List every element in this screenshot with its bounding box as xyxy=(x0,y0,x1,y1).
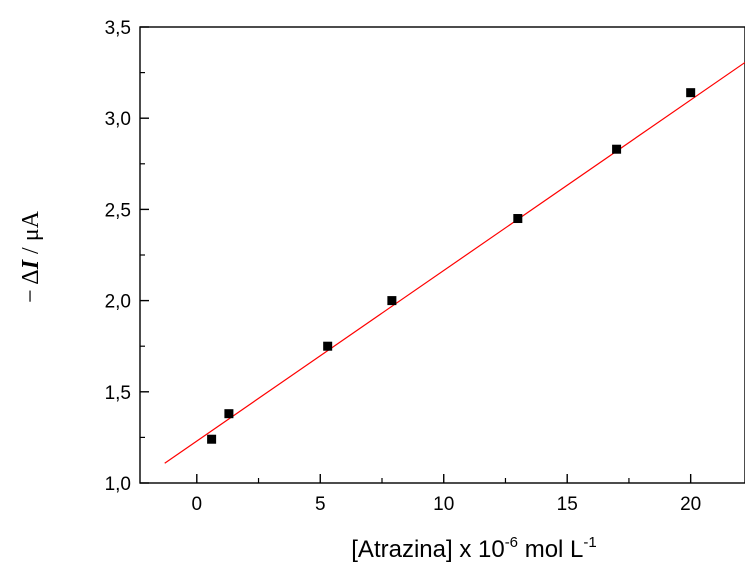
data-point xyxy=(224,409,234,419)
x-tick-label: 20 xyxy=(680,494,701,515)
data-points xyxy=(207,88,696,444)
y-tick-label: 1,0 xyxy=(105,474,131,495)
y-axis-tick-labels: 1,0 1,5 2,0 2,5 3,0 3,5 xyxy=(105,18,131,495)
data-point xyxy=(513,214,523,224)
y-axis-title-unit: / μA xyxy=(18,210,44,260)
fit-line-group xyxy=(164,61,745,464)
y-axis-title-delta: Δ xyxy=(18,269,44,284)
x-axis-title-exp2: -1 xyxy=(583,534,596,551)
y-axis-title-sign: − xyxy=(18,285,44,303)
y-tick-label: 1,5 xyxy=(105,383,131,404)
y-tick-label: 2,0 xyxy=(105,292,131,313)
x-axis-title-exp1: -6 xyxy=(505,534,518,551)
data-point xyxy=(207,434,217,444)
x-tick-label: 0 xyxy=(192,494,203,515)
x-tick-label: 15 xyxy=(557,494,578,515)
x-tick-label: 10 xyxy=(433,494,454,515)
x-axis-title-prefix: [Atrazina] x 10 xyxy=(351,536,504,563)
x-axis-title: [Atrazina] x 10-6 mol L-1 xyxy=(351,534,596,563)
data-point xyxy=(387,296,397,306)
y-tick-label: 3,0 xyxy=(105,109,131,130)
data-point xyxy=(686,88,696,98)
data-point xyxy=(612,144,622,154)
x-axis-ticks xyxy=(196,474,692,483)
x-axis-tick-labels: 0 5 10 15 20 xyxy=(192,494,702,515)
y-tick-label: 2,5 xyxy=(105,200,131,221)
y-axis-title-var: I xyxy=(18,258,44,270)
x-tick-label: 5 xyxy=(315,494,326,515)
x-axis-title-middle: mol L xyxy=(518,536,583,563)
fit-line xyxy=(164,61,745,464)
y-axis-ticks xyxy=(140,26,149,484)
y-tick-label: 3,5 xyxy=(105,18,131,39)
y-axis-title: − ΔI / μA xyxy=(18,210,44,303)
data-point xyxy=(323,341,333,351)
